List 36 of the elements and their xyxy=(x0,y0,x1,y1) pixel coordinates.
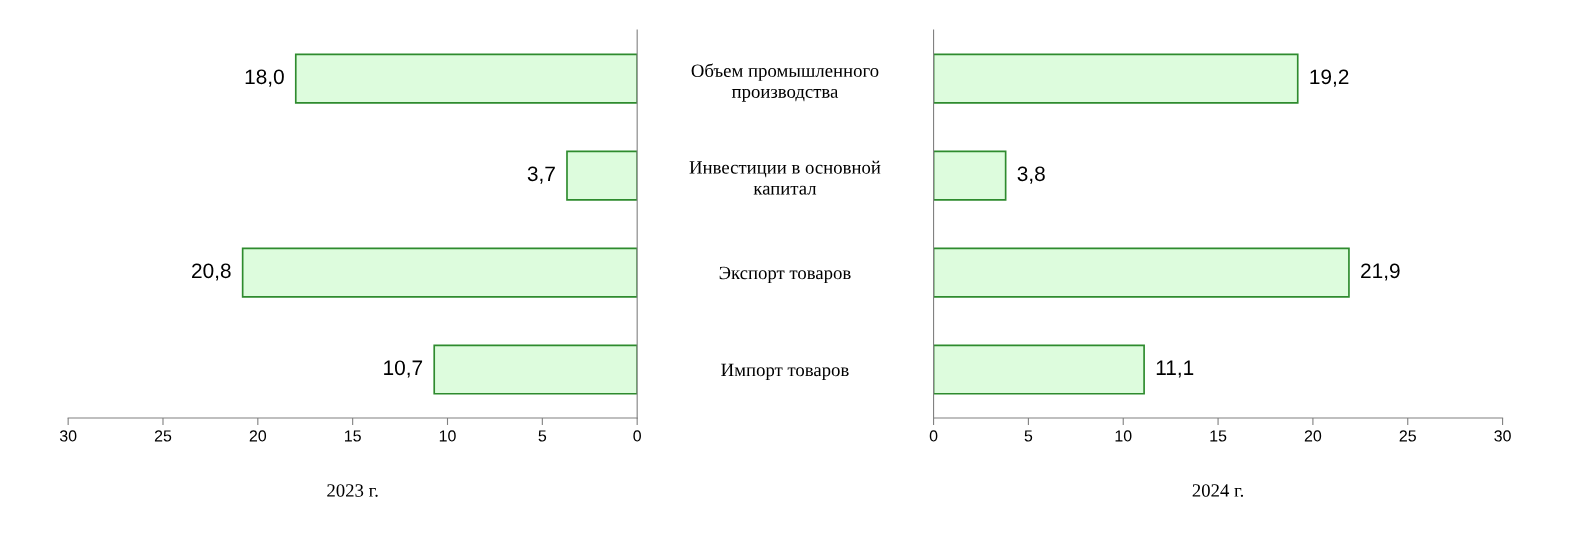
bar xyxy=(933,150,1007,201)
x-tick-label: 25 xyxy=(1399,430,1416,442)
bar xyxy=(566,150,638,201)
x-tick-label: 0 xyxy=(929,430,938,442)
x-tick-label: 5 xyxy=(538,430,547,442)
data-label: 20,8 xyxy=(192,263,231,281)
x-tick-label: 25 xyxy=(154,430,172,442)
x-tick-label: 15 xyxy=(345,430,361,442)
data-label: 19,2 xyxy=(1310,69,1349,87)
bar xyxy=(933,53,1299,104)
x-tick-label: 15 xyxy=(1210,430,1227,442)
bar xyxy=(933,344,1145,395)
x-tick-label: 20 xyxy=(1304,430,1322,442)
x-axis-title: 2024 г. xyxy=(1192,484,1244,497)
y-tick-label: Экспорт товаров xyxy=(719,266,851,284)
bar xyxy=(294,53,638,104)
data-label: 10,7 xyxy=(384,360,423,378)
bar xyxy=(241,247,638,298)
data-label: 18,0 xyxy=(245,69,284,87)
data-label: 21,9 xyxy=(1361,263,1400,281)
data-label: 3,7 xyxy=(527,166,555,184)
x-tick-label: 30 xyxy=(1494,430,1511,442)
bar xyxy=(433,344,638,395)
x-tick-label: 0 xyxy=(633,430,641,442)
x-tick-label: 10 xyxy=(439,430,456,442)
y-tick-label: Импорт товаров xyxy=(721,363,849,381)
x-tick-label: 5 xyxy=(1024,430,1033,442)
x-tick-label: 30 xyxy=(59,430,77,442)
bar xyxy=(933,247,1350,298)
y-tick-label: Объем промышленного производства xyxy=(691,63,879,102)
x-tick-label: 10 xyxy=(1115,430,1132,442)
data-label: 3,8 xyxy=(1017,166,1045,184)
y-tick-label: Инвестиции в основной капитал xyxy=(689,160,881,195)
data-label: 11,1 xyxy=(1156,360,1194,378)
x-tick-label: 20 xyxy=(249,430,267,442)
x-axis-title: 2023 г. xyxy=(327,484,378,497)
